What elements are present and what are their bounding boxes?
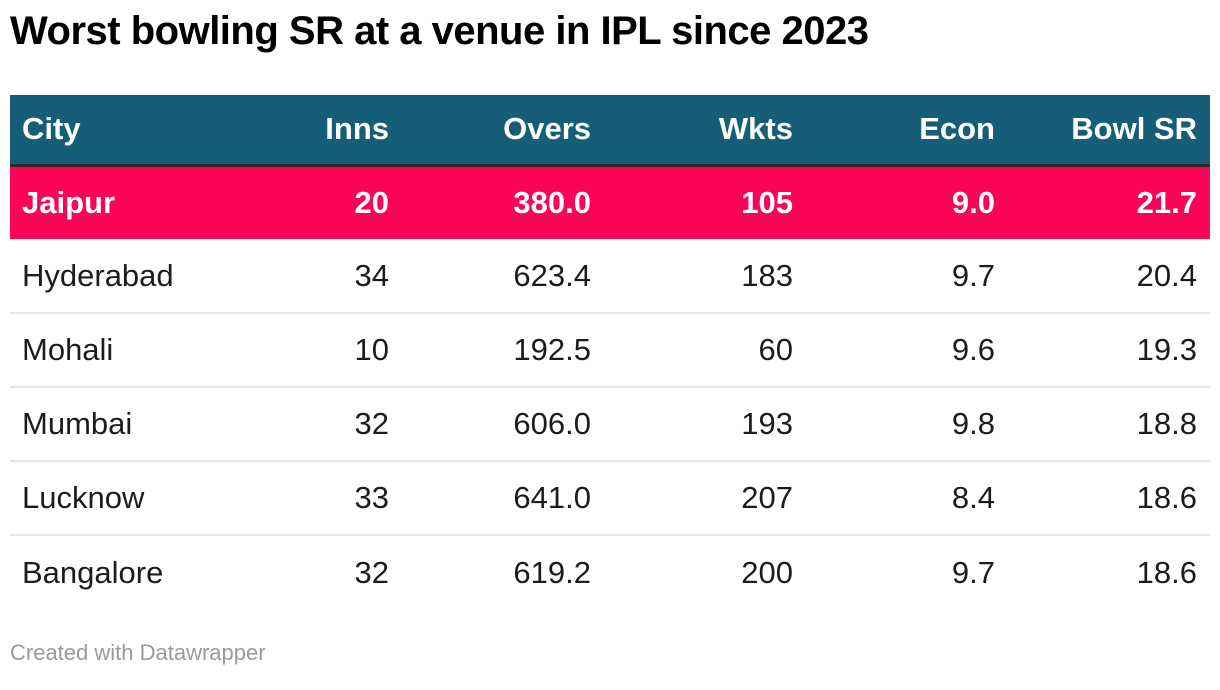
cell-bowl-sr: 20.4 <box>1008 239 1210 314</box>
cell-city: Mumbai <box>10 386 200 462</box>
cell-econ: 9.8 <box>806 386 1008 462</box>
data-table: City Inns Overs Wkts Econ Bowl SR Jaipur… <box>10 95 1210 610</box>
header-row: City Inns Overs Wkts Econ Bowl SR <box>10 95 1210 167</box>
attribution: Created with Datawrapper <box>10 639 1210 668</box>
column-header-city: City <box>10 95 200 167</box>
column-header-overs: Overs <box>402 95 604 167</box>
column-header-wkts: Wkts <box>604 95 806 167</box>
cell-wkts: 60 <box>604 312 806 388</box>
table-row: Bangalore 32 619.2 200 9.7 18.6 <box>10 534 1210 610</box>
datawrapper-credit-link[interactable]: Created with Datawrapper <box>10 640 266 666</box>
cell-inns: 10 <box>200 312 402 388</box>
chart-container: Worst bowling SR at a venue in IPL since… <box>10 9 1210 668</box>
cell-inns: 20 <box>200 165 402 240</box>
column-header-inns: Inns <box>200 95 402 167</box>
cell-overs: 623.4 <box>402 239 604 314</box>
cell-city: Mohali <box>10 312 200 388</box>
cell-wkts: 207 <box>604 460 806 536</box>
table-row: Mohali 10 192.5 60 9.6 19.3 <box>10 312 1210 388</box>
cell-overs: 606.0 <box>402 386 604 462</box>
cell-inns: 32 <box>200 386 402 462</box>
cell-bowl-sr: 18.6 <box>1008 460 1210 536</box>
cell-wkts: 200 <box>604 534 806 610</box>
cell-wkts: 105 <box>604 165 806 240</box>
cell-wkts: 193 <box>604 386 806 462</box>
cell-econ: 8.4 <box>806 460 1008 536</box>
cell-inns: 33 <box>200 460 402 536</box>
table-row: Lucknow 33 641.0 207 8.4 18.6 <box>10 460 1210 536</box>
cell-overs: 380.0 <box>402 165 604 240</box>
cell-city: Lucknow <box>10 460 200 536</box>
cell-econ: 9.0 <box>806 165 1008 240</box>
cell-city: Bangalore <box>10 534 200 610</box>
cell-city: Jaipur <box>10 165 200 240</box>
cell-bowl-sr: 18.6 <box>1008 534 1210 610</box>
column-header-bowl-sr: Bowl SR <box>1008 95 1210 167</box>
cell-econ: 9.7 <box>806 239 1008 314</box>
table-body: Jaipur 20 380.0 105 9.0 21.7 Hyderabad 34 623.4 1… <box>10 165 1210 610</box>
cell-wkts: 183 <box>604 239 806 314</box>
table-row: Jaipur 20 380.0 105 9.0 21.7 <box>10 165 1210 240</box>
table-header: City Inns Overs Wkts Econ Bowl SR <box>10 95 1210 167</box>
column-header-econ: Econ <box>806 95 1008 167</box>
cell-overs: 192.5 <box>402 312 604 388</box>
cell-econ: 9.7 <box>806 534 1008 610</box>
cell-bowl-sr: 19.3 <box>1008 312 1210 388</box>
cell-overs: 619.2 <box>402 534 604 610</box>
cell-bowl-sr: 18.8 <box>1008 386 1210 462</box>
cell-econ: 9.6 <box>806 312 1008 388</box>
cell-inns: 32 <box>200 534 402 610</box>
cell-inns: 34 <box>200 239 402 314</box>
table-row: Hyderabad 34 623.4 183 9.7 20.4 <box>10 239 1210 314</box>
table-row: Mumbai 32 606.0 193 9.8 18.8 <box>10 386 1210 462</box>
cell-overs: 641.0 <box>402 460 604 536</box>
cell-city: Hyderabad <box>10 239 200 314</box>
page-title: Worst bowling SR at a venue in IPL since… <box>10 9 869 53</box>
cell-bowl-sr: 21.7 <box>1008 165 1210 240</box>
